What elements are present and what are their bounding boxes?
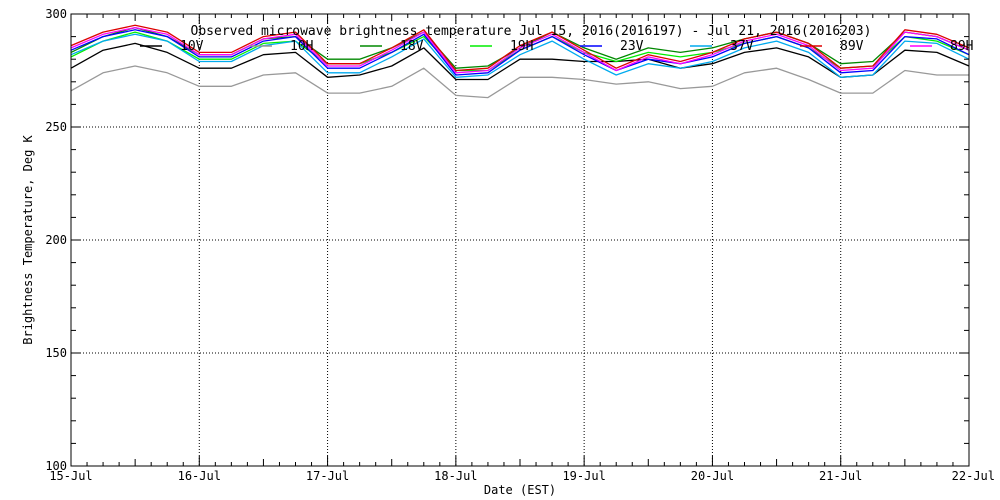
y-tick-label: 200	[45, 233, 67, 247]
x-tick-label: 16-Jul	[178, 469, 221, 483]
axis-ticks	[70, 13, 970, 467]
series-line-89v	[70, 24, 970, 72]
x-tick-label: 15-Jul	[49, 469, 92, 483]
y-tick-label: 150	[45, 346, 67, 360]
series-line-37v	[70, 33, 970, 78]
series-line-10v	[70, 42, 970, 81]
legend-label-18v: 18V	[400, 39, 424, 54]
legend-label-10h: 10H	[290, 39, 313, 54]
legend-label-19h: 19H	[510, 39, 533, 54]
series-lines	[70, 24, 970, 99]
y-axis-title: Brightness Temperature, Deg K	[21, 134, 35, 344]
x-axis-title: Date (EST)	[484, 483, 556, 497]
series-line-89h	[70, 26, 970, 74]
y-tick-label: 100	[45, 459, 67, 473]
x-tick-label: 17-Jul	[306, 469, 349, 483]
legend-label-89v: 89V	[840, 39, 864, 54]
legend-label-23v: 23V	[620, 39, 644, 54]
x-tick-label: 22-Jul	[952, 469, 995, 483]
legend-label-10v: 10V	[180, 39, 204, 54]
legend: 10V 10H 18V 19H 23V 37V 89V 89H	[140, 39, 973, 54]
legend-label-89h: 89H	[950, 39, 973, 54]
series-line-23v	[70, 29, 970, 76]
x-tick-label: 18-Jul	[434, 469, 477, 483]
tick-labels: 100 150 200 250 300 15-Jul 16-Jul 17-Jul 18-Jul 1…	[45, 7, 995, 483]
x-tick-label: 20-Jul	[691, 469, 734, 483]
plot-area-frame	[70, 13, 970, 467]
y-tick-label: 250	[45, 120, 67, 134]
legend-label-37v: 37V	[730, 39, 754, 54]
grid-lines	[71, 14, 969, 466]
x-tick-label: 19-Jul	[562, 469, 605, 483]
y-tick-label: 300	[45, 7, 67, 21]
chart-title: Observed microwave brightness temperatur…	[191, 24, 872, 39]
series-line-10h	[70, 65, 969, 99]
x-tick-label: 21-Jul	[819, 469, 862, 483]
